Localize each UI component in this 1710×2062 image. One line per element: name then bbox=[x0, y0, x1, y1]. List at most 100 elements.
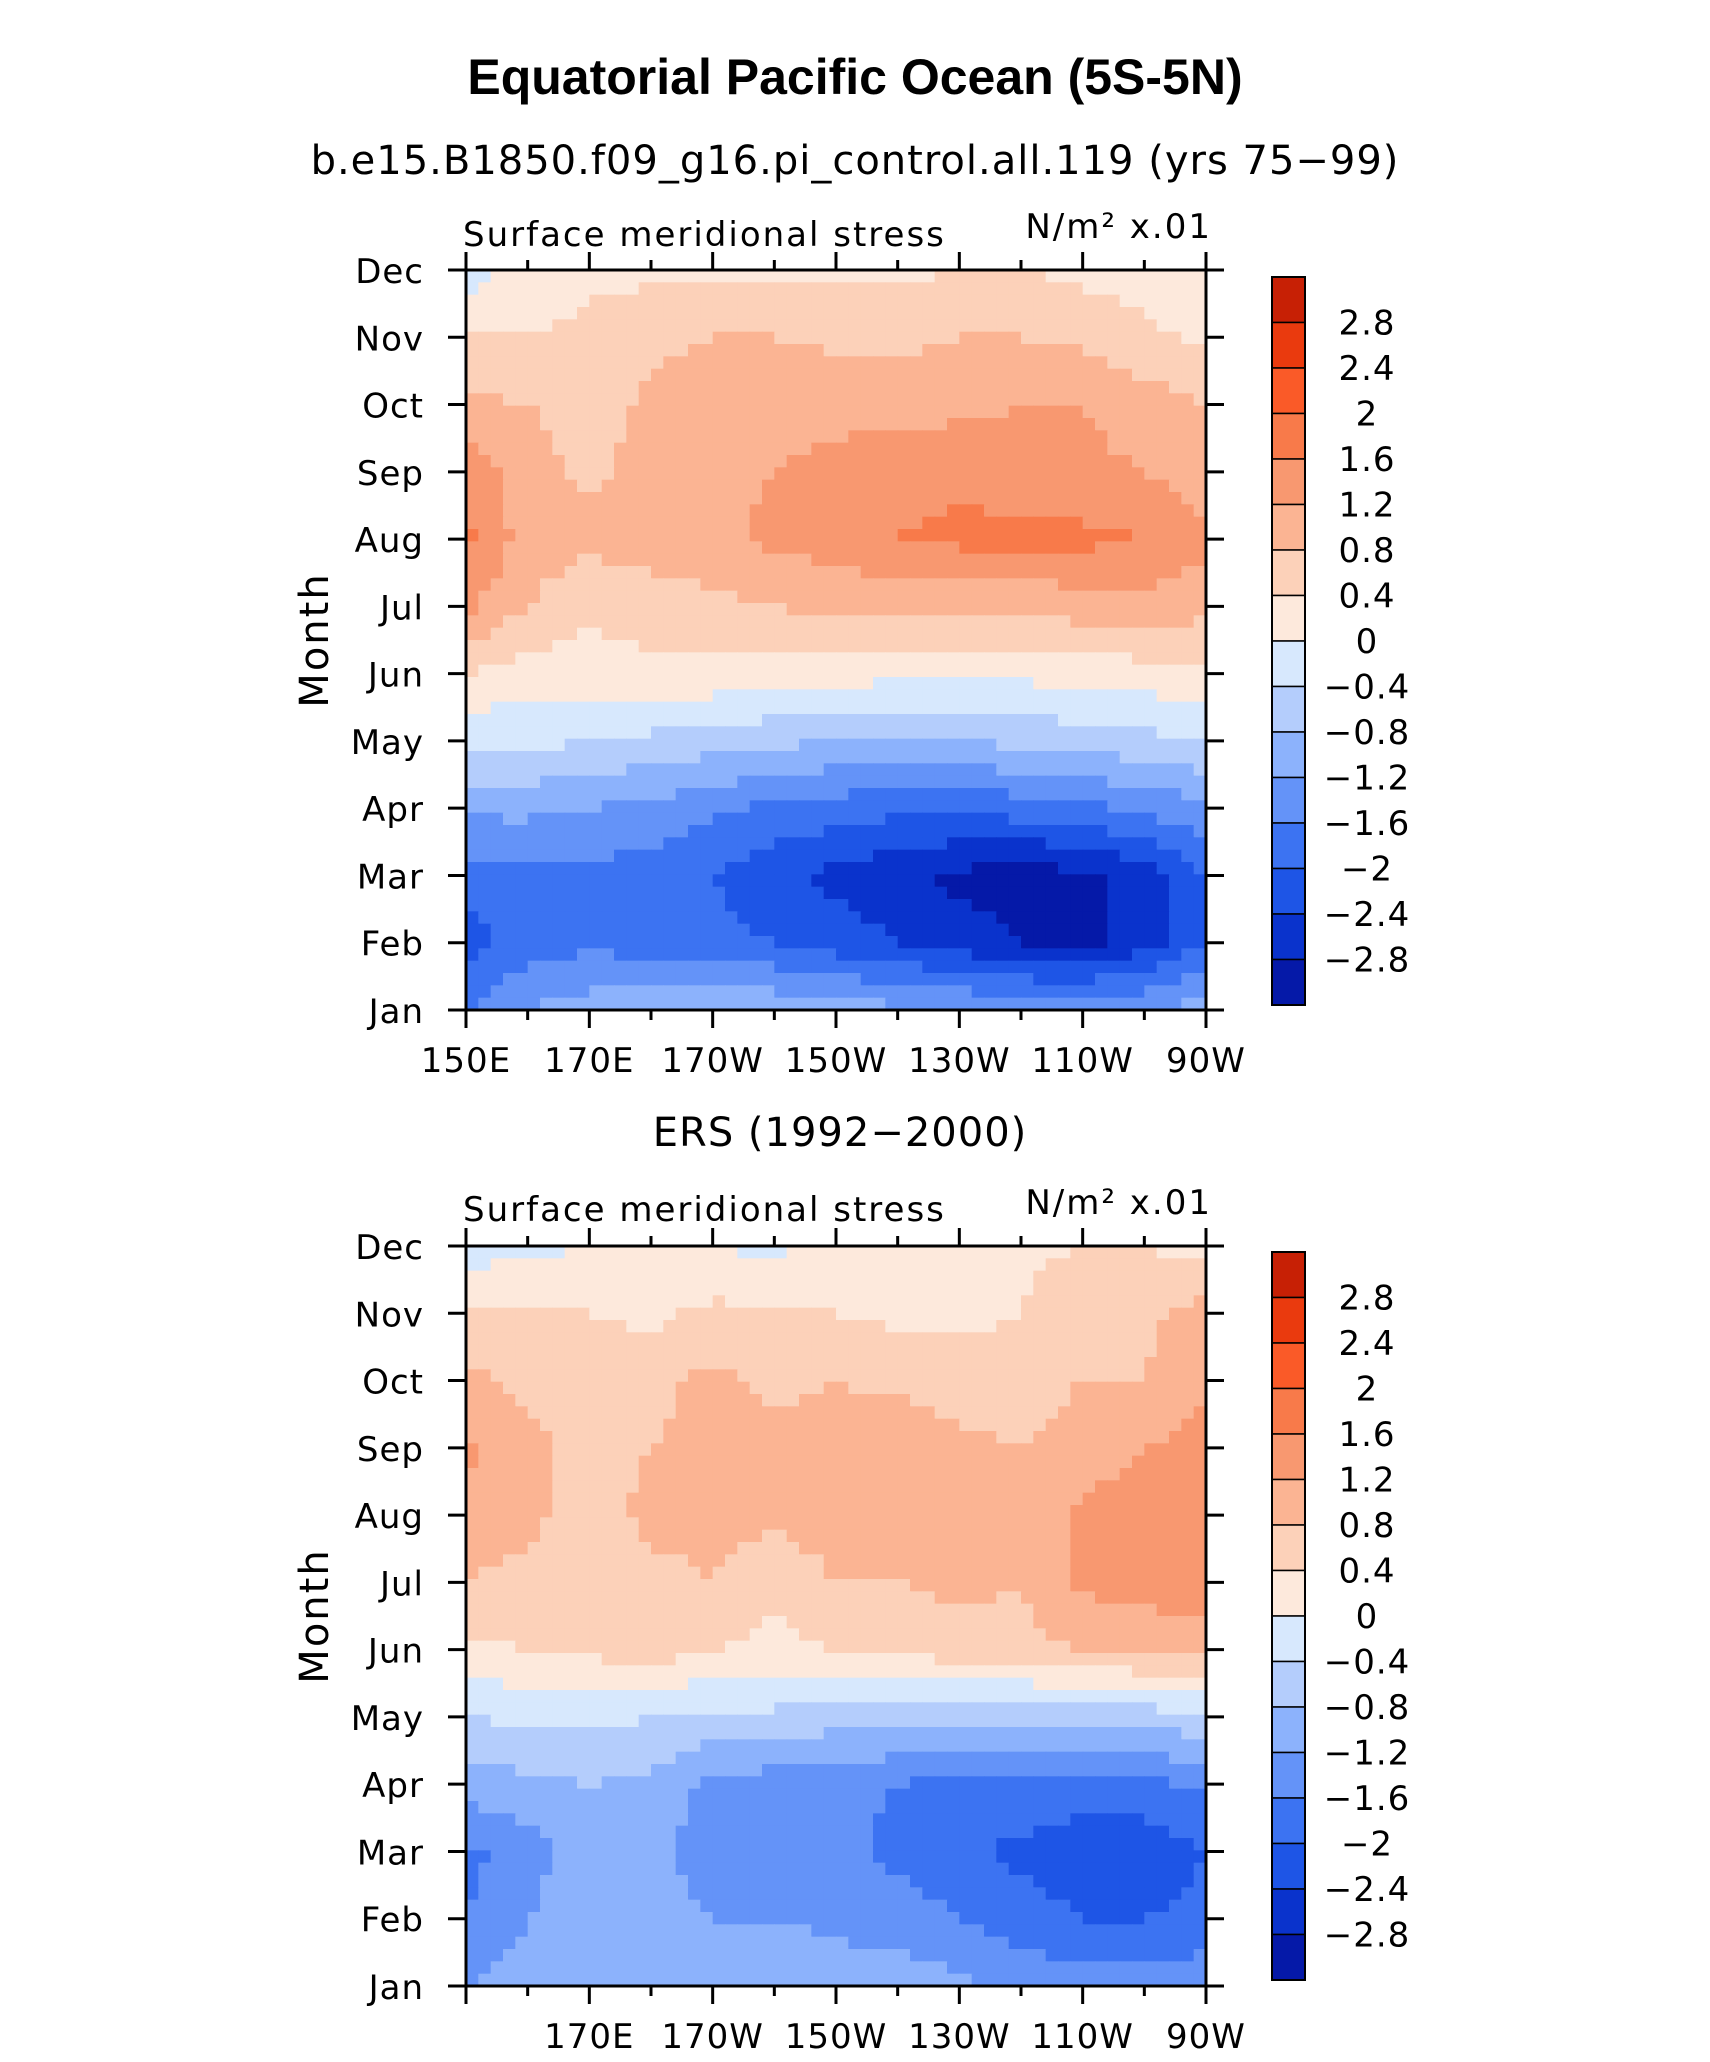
panel-1: JanFebMarAprMayJunJulAugSepOctNovDec150E… bbox=[292, 207, 1409, 1081]
field-cell bbox=[897, 590, 911, 604]
field-cell bbox=[651, 899, 664, 912]
field-cell bbox=[836, 307, 849, 320]
field-cell bbox=[1008, 1431, 1022, 1444]
field-cell bbox=[873, 541, 886, 555]
field-cell bbox=[725, 849, 738, 863]
field-cell bbox=[700, 899, 714, 912]
field-cell bbox=[947, 381, 960, 394]
field-cell bbox=[1107, 442, 1121, 456]
field-cell bbox=[601, 1283, 615, 1296]
field-cell bbox=[564, 1283, 578, 1296]
field-cell bbox=[774, 442, 788, 456]
field-cell bbox=[1156, 936, 1170, 949]
field-cell bbox=[675, 1505, 689, 1518]
field-cell bbox=[737, 504, 751, 518]
field-cell bbox=[749, 331, 763, 345]
field-cell bbox=[725, 615, 738, 629]
field-cell bbox=[1045, 553, 1059, 567]
field-cell bbox=[626, 825, 640, 838]
field-cell bbox=[675, 775, 689, 789]
field-cell bbox=[1008, 664, 1022, 678]
field-cell bbox=[774, 1320, 788, 1333]
field-cell bbox=[1169, 985, 1182, 999]
field-cell bbox=[922, 566, 936, 579]
field-cell bbox=[897, 825, 911, 838]
field-cell bbox=[1132, 714, 1145, 727]
field-cell bbox=[910, 677, 923, 690]
field-cell bbox=[1082, 1406, 1096, 1420]
field-cell bbox=[823, 985, 837, 999]
field-cell bbox=[1070, 763, 1084, 777]
field-cell bbox=[1095, 1455, 1108, 1469]
field-cell bbox=[1058, 368, 1071, 382]
field-cell bbox=[786, 1270, 800, 1284]
field-cell bbox=[749, 381, 763, 394]
field-cell bbox=[540, 874, 553, 888]
field-cell bbox=[1033, 516, 1047, 530]
field-cell bbox=[725, 282, 738, 296]
field-cell bbox=[466, 862, 479, 875]
field-cell bbox=[1107, 800, 1121, 814]
field-cell bbox=[614, 504, 627, 518]
field-cell bbox=[663, 1295, 677, 1309]
field-cell bbox=[1082, 541, 1096, 555]
field-cell bbox=[466, 1344, 479, 1358]
field-cell bbox=[651, 1270, 664, 1284]
field-cell bbox=[971, 1480, 985, 1494]
field-cell bbox=[1193, 590, 1206, 604]
field-cell bbox=[1070, 911, 1084, 925]
field-cell bbox=[466, 627, 479, 641]
field-cell bbox=[873, 405, 886, 419]
field-cell bbox=[725, 1394, 738, 1407]
field-cell bbox=[799, 1418, 812, 1432]
field-cell bbox=[873, 738, 886, 752]
field-cell bbox=[1058, 529, 1071, 542]
field-cell bbox=[638, 812, 652, 826]
field-cell bbox=[1156, 529, 1170, 542]
field-cell bbox=[614, 738, 627, 752]
field-cell bbox=[934, 590, 948, 604]
field-cell bbox=[823, 862, 837, 875]
field-cell bbox=[503, 775, 516, 789]
field-cell bbox=[823, 738, 837, 752]
field-cell bbox=[1095, 541, 1108, 555]
field-cell bbox=[1082, 1418, 1096, 1432]
field-cell bbox=[1181, 307, 1195, 320]
field-cell bbox=[1045, 936, 1059, 949]
field-cell bbox=[811, 763, 825, 777]
field-cell bbox=[589, 1332, 603, 1346]
field-cell bbox=[638, 603, 652, 616]
field-cell bbox=[799, 553, 812, 567]
field-cell bbox=[1008, 1480, 1022, 1494]
field-cell bbox=[910, 997, 923, 1010]
field-cell bbox=[873, 985, 886, 999]
field-cell bbox=[589, 344, 603, 357]
field-cell bbox=[577, 701, 590, 715]
field-cell bbox=[614, 455, 627, 468]
field-cell bbox=[1058, 553, 1071, 567]
field-cell bbox=[663, 442, 677, 456]
field-cell bbox=[934, 282, 948, 296]
field-cell bbox=[1033, 270, 1047, 283]
field-cell bbox=[638, 1369, 652, 1383]
field-cell bbox=[774, 923, 788, 937]
field-cell bbox=[749, 812, 763, 826]
field-cell bbox=[552, 504, 566, 518]
field-cell bbox=[922, 837, 936, 851]
field-cell bbox=[503, 356, 516, 370]
field-cell bbox=[762, 418, 775, 431]
field-cell bbox=[478, 553, 492, 567]
field-cell bbox=[675, 479, 689, 493]
field-cell bbox=[873, 381, 886, 394]
field-cell bbox=[1082, 356, 1096, 370]
field-cell bbox=[811, 541, 825, 555]
field-cell bbox=[984, 393, 997, 407]
field-cell bbox=[725, 997, 738, 1010]
field-cell bbox=[626, 331, 640, 345]
field-cell bbox=[749, 899, 763, 912]
field-cell bbox=[626, 973, 640, 986]
field-cell bbox=[762, 1443, 775, 1457]
field-cell bbox=[1008, 566, 1022, 579]
field-cell bbox=[515, 381, 529, 394]
field-cell bbox=[1107, 1492, 1121, 1506]
